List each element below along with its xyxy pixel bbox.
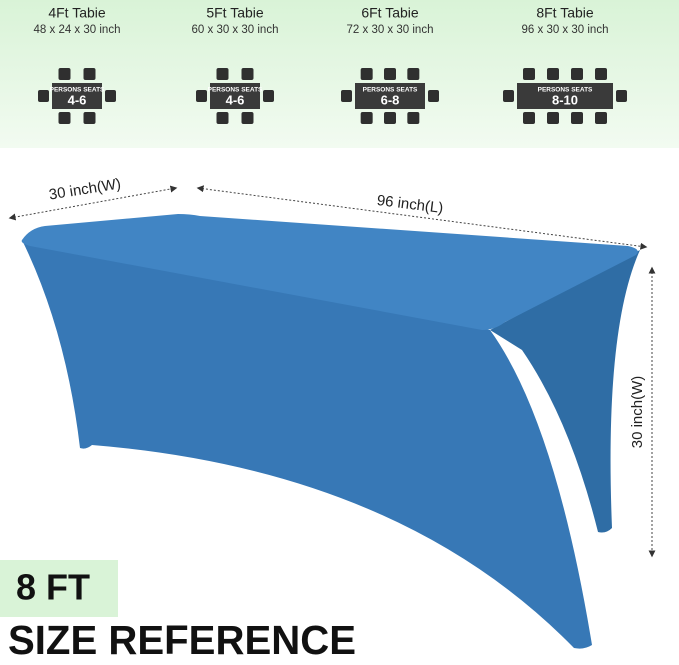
table-name: 8Ft Tabie [536, 5, 594, 21]
chair [58, 68, 71, 80]
chair [263, 90, 274, 102]
chair [196, 90, 207, 102]
table-icon [52, 83, 102, 109]
chair [547, 68, 559, 80]
seats: 4-6 [226, 92, 245, 107]
seats: 6-8 [381, 92, 400, 107]
chair [616, 90, 627, 102]
table-name: 6Ft Tabie [361, 5, 419, 21]
chair [360, 112, 373, 124]
chair [83, 68, 96, 80]
chair [547, 112, 559, 124]
chair [595, 68, 607, 80]
side-face [490, 250, 640, 533]
caption: SIZE REFERENCE [8, 617, 356, 663]
seats-label: PERSONS SEATS [363, 87, 418, 94]
length-line [196, 185, 648, 250]
chair [407, 68, 420, 80]
table-dimensions: 48 x 24 x 30 inch [34, 24, 121, 36]
chair [407, 112, 420, 124]
chair [384, 68, 396, 80]
seats: 4-6 [68, 92, 87, 107]
chair [428, 90, 439, 102]
table-dimensions: 60 x 30 x 30 inch [192, 24, 279, 36]
seats-label: PERSONS SEATS [208, 87, 263, 94]
chair [503, 90, 514, 102]
height-label: 30 inch(W) [629, 376, 646, 449]
table-name: 5Ft Tabie [206, 5, 264, 21]
chair [571, 68, 583, 80]
seats: 8-10 [552, 92, 578, 107]
chair [241, 68, 254, 80]
chair [241, 112, 254, 124]
front-face [22, 240, 592, 649]
chair [83, 112, 96, 124]
chair [105, 90, 116, 102]
chair [595, 112, 607, 124]
table-dimensions: 96 x 30 x 30 inch [522, 24, 609, 36]
table-name: 4Ft Tabie [48, 5, 106, 21]
badge-box [0, 560, 118, 617]
table-icon [355, 83, 425, 109]
chair [216, 68, 229, 80]
chair [38, 90, 49, 102]
table-dimensions: 72 x 30 x 30 inch [347, 24, 434, 36]
seats-label: PERSONS SEATS [538, 87, 593, 94]
chair [523, 112, 535, 124]
badge: 8 FT [16, 567, 90, 608]
width-line [8, 185, 178, 221]
chair [523, 68, 535, 80]
chair [58, 112, 71, 124]
table-icon [210, 83, 260, 109]
seats-label: PERSONS SEATS [50, 87, 105, 94]
chair [216, 112, 229, 124]
chair [384, 112, 396, 124]
chair [341, 90, 352, 102]
chair [571, 112, 583, 124]
table-icon [517, 83, 613, 109]
chair [360, 68, 373, 80]
size-band [0, 0, 679, 148]
